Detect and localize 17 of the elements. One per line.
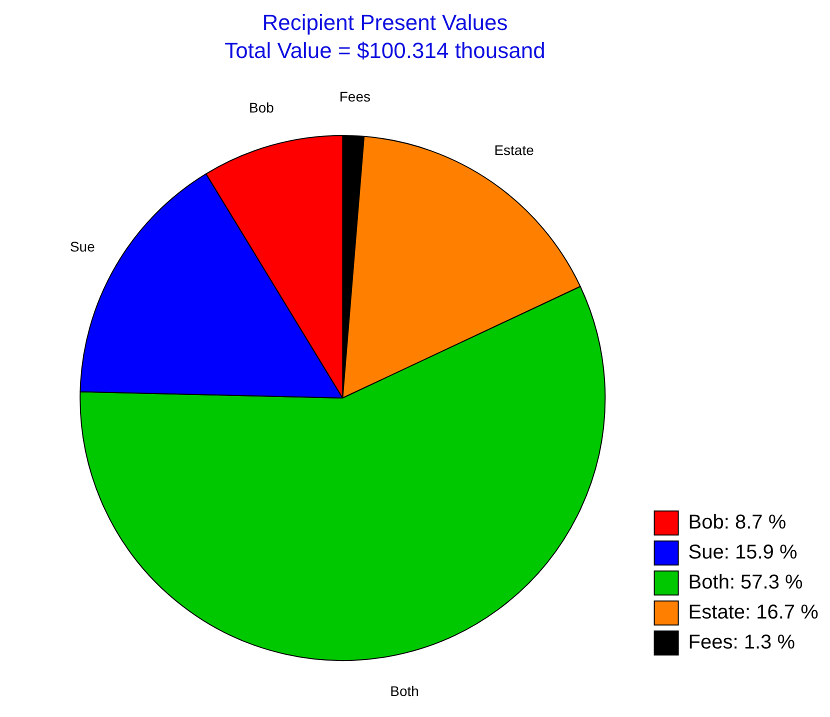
slice-label: Sue xyxy=(70,238,96,255)
slice-label: Bob xyxy=(248,100,274,116)
legend-label: Bob xyxy=(688,512,724,534)
data-label: : 1.3 % xyxy=(732,632,796,654)
slice-label: Estate xyxy=(494,142,534,158)
chart-title: Recipient Present Values xyxy=(262,10,508,36)
data-label: : 8.7 % xyxy=(724,512,786,534)
legend-label: Sue xyxy=(688,542,724,564)
slice-label: Both xyxy=(390,682,419,699)
data-label: : 15.9 % xyxy=(724,542,798,564)
data-label: : 16.7 % xyxy=(745,602,819,624)
legend-label: Both xyxy=(688,572,730,594)
legend-label: Estate xyxy=(688,602,746,624)
data-label: : 57.3 % xyxy=(729,572,804,594)
slice-label: Fees xyxy=(339,88,370,105)
chart-subtitle: Total Value = $100.314 thousand xyxy=(224,38,546,64)
legend-label: Fees xyxy=(688,632,733,654)
